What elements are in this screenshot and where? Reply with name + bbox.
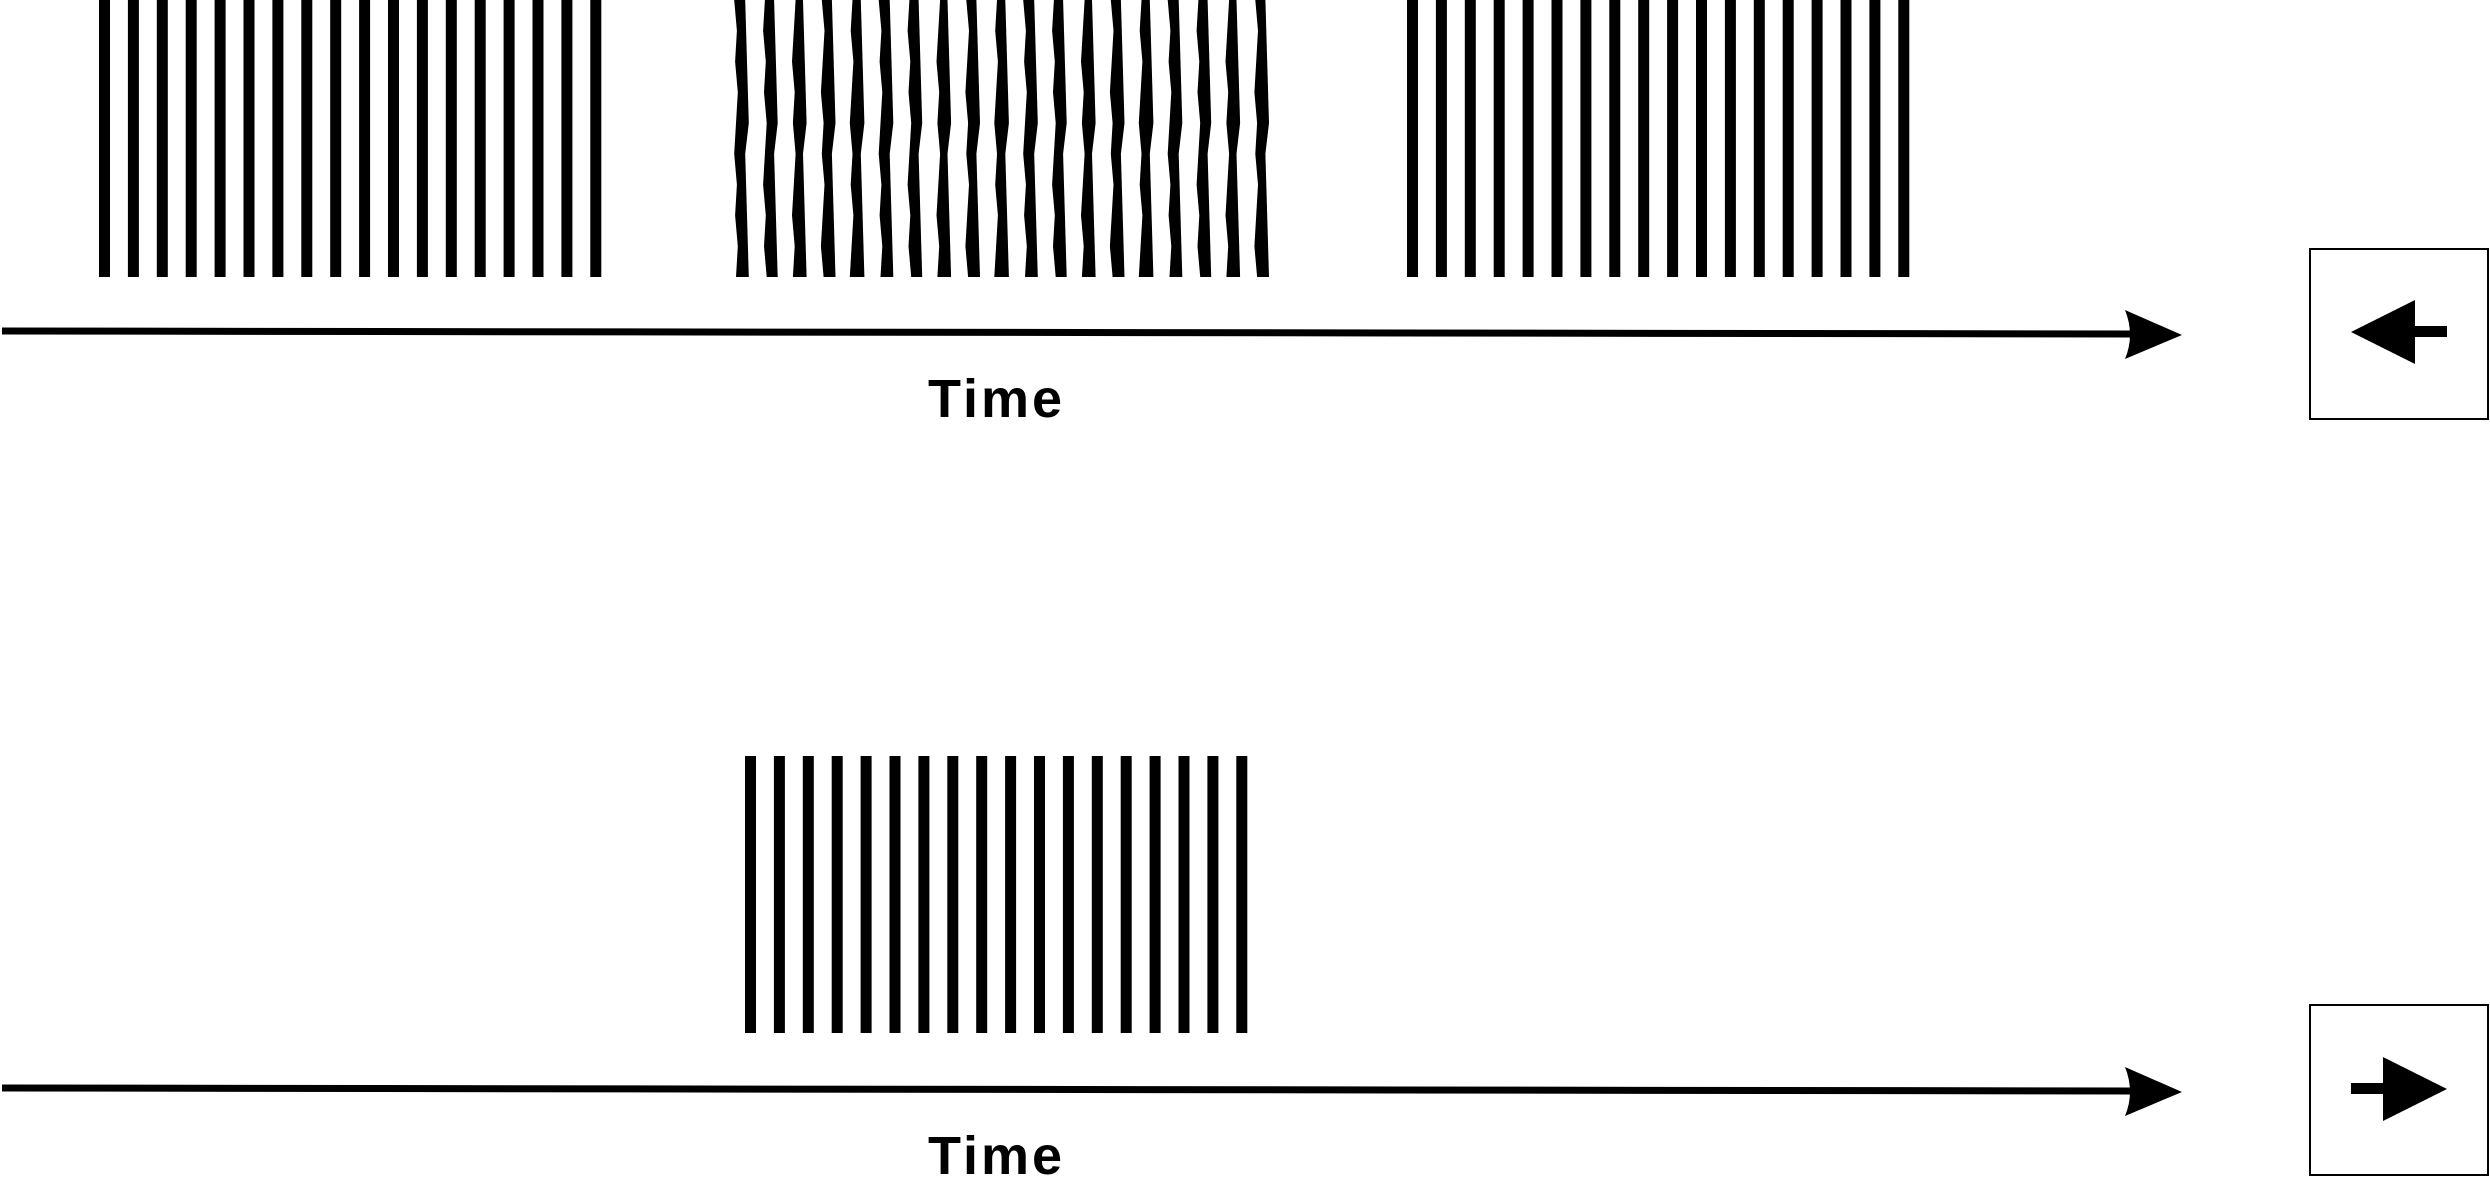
stimulus-bar xyxy=(918,756,929,1033)
stimulus-bar xyxy=(1092,756,1103,1033)
time-axis-line xyxy=(2,1088,2135,1091)
stimulus-bar xyxy=(861,756,872,1033)
stimulus-bar xyxy=(157,0,168,277)
bottom-panel: Time xyxy=(2,756,2488,1177)
stimulus-bar xyxy=(1139,0,1154,277)
stimulus-bar xyxy=(1436,0,1447,277)
stimulus-bar xyxy=(734,0,749,277)
stimulus-bar xyxy=(1197,0,1212,277)
stimulus-bar xyxy=(879,0,894,277)
stimulus-bar xyxy=(774,756,785,1033)
stimulus-bar xyxy=(1121,756,1132,1033)
top-panel: Time xyxy=(2,0,2488,429)
time-axis-arrowhead xyxy=(2125,1067,2182,1116)
stimulus-bar xyxy=(1110,0,1125,277)
stimulus-bar xyxy=(1609,0,1620,277)
stimulus-bar xyxy=(803,756,814,1033)
stimulus-bar xyxy=(417,0,428,277)
stimulus-bar xyxy=(1005,756,1016,1033)
stimulus-bar xyxy=(763,0,778,277)
bar-group-3 xyxy=(1407,0,1909,277)
response-box-right xyxy=(2310,1005,2488,1175)
stimulus-bar xyxy=(1150,756,1161,1033)
stimulus-bar xyxy=(1226,0,1241,277)
stimulus-bar xyxy=(792,0,807,277)
stimulus-bar xyxy=(890,756,901,1033)
stimulus-bar xyxy=(1783,0,1794,277)
time-axis-top xyxy=(2,310,2182,359)
stimulus-bar xyxy=(947,756,958,1033)
stimulus-bar xyxy=(446,0,457,277)
stimulus-bar xyxy=(1081,0,1096,277)
stimulus-bar xyxy=(1207,756,1218,1033)
stimulus-bar xyxy=(908,0,923,277)
response-box-left xyxy=(2310,249,2488,419)
time-axis-line xyxy=(2,331,2135,334)
stimulus-bar xyxy=(533,0,544,277)
stimulus-bar xyxy=(1407,0,1418,277)
bottom-bar-groups xyxy=(745,756,1247,1033)
stimulus-bar xyxy=(850,0,865,277)
stimulus-bar xyxy=(1023,0,1038,277)
stimulus-bar xyxy=(244,0,255,277)
stimulus-bar xyxy=(388,0,399,277)
stimulus-bar xyxy=(965,0,980,277)
stimulus-bar xyxy=(1063,756,1074,1033)
time-axis-label: Time xyxy=(928,369,1065,429)
stimulus-bar xyxy=(215,0,226,277)
stimulus-bar xyxy=(1052,0,1067,277)
bar-group-2 xyxy=(734,0,1269,277)
stimulus-bar xyxy=(1523,0,1534,277)
stimulus-bar xyxy=(1638,0,1649,277)
stimulus-bar xyxy=(186,0,197,277)
stimulus-bar xyxy=(1494,0,1505,277)
stimulus-bar xyxy=(1667,0,1678,277)
stimulus-bar xyxy=(821,0,836,277)
stimulus-bar xyxy=(128,0,139,277)
stimulus-bar xyxy=(1168,0,1183,277)
stimulus-bar xyxy=(1179,756,1190,1033)
stimulus-bar xyxy=(1898,0,1909,277)
bar-group-1 xyxy=(745,756,1247,1033)
stimulus-bar xyxy=(937,0,952,277)
time-axis-bottom xyxy=(2,1067,2182,1116)
stimulus-bar xyxy=(330,0,341,277)
stimulus-bar xyxy=(1841,0,1852,277)
stimulus-bar xyxy=(1034,756,1045,1033)
stimulus-bar xyxy=(1812,0,1823,277)
stimulus-bar xyxy=(359,0,370,277)
stimulus-bar xyxy=(1254,0,1269,277)
stimulus-bar xyxy=(1754,0,1765,277)
stimulus-bar xyxy=(475,0,486,277)
stimulus-bar xyxy=(745,756,756,1033)
stimulus-bar xyxy=(1696,0,1707,277)
stimulus-bar xyxy=(1869,0,1880,277)
time-axis-label: Time xyxy=(928,1126,1065,1177)
stimulus-bar xyxy=(1725,0,1736,277)
stimulus-bar xyxy=(1552,0,1563,277)
stimulus-bar xyxy=(504,0,515,277)
stimulus-bar xyxy=(561,0,572,277)
stimulus-bar xyxy=(832,756,843,1033)
bar-group-1 xyxy=(99,0,601,277)
stimulus-bar xyxy=(99,0,110,277)
stimulus-bar xyxy=(590,0,601,277)
stimulus-bar xyxy=(1465,0,1476,277)
top-bar-groups xyxy=(99,0,1909,277)
stimulus-bar xyxy=(1236,756,1247,1033)
time-axis-arrowhead xyxy=(2125,310,2182,359)
stimulus-bar xyxy=(272,0,283,277)
stimulus-bar xyxy=(301,0,312,277)
stimulus-bar xyxy=(1580,0,1591,277)
stimulus-bar xyxy=(994,0,1009,277)
stimulus-bar xyxy=(976,756,987,1033)
